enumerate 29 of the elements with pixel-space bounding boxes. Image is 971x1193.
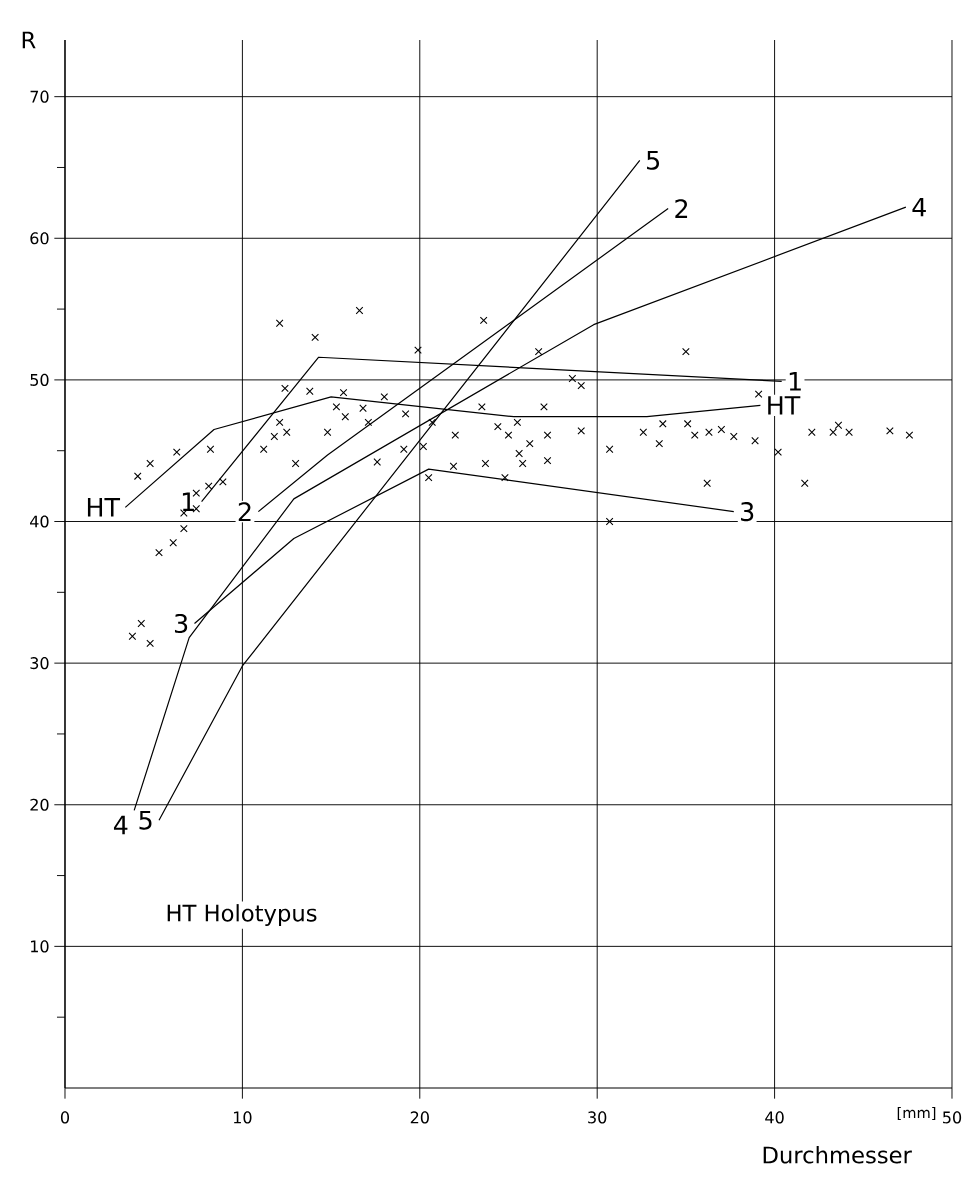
y-tick-label: 30 xyxy=(30,657,49,670)
text: [mm] xyxy=(897,1106,936,1120)
text: 2 xyxy=(238,502,251,521)
series-label: 2 xyxy=(675,199,688,218)
x-tick-label: 50 xyxy=(943,1111,962,1124)
annotation: HT Holotypus xyxy=(167,904,317,927)
y-tick-label: 40 xyxy=(30,515,49,528)
series-label: 3 xyxy=(741,502,754,522)
text: 3 xyxy=(174,613,188,634)
x-axis-title: Durchmesser xyxy=(763,1146,912,1164)
y-axis-title: R xyxy=(22,31,36,49)
x-tick-label: 0 xyxy=(60,1111,70,1124)
x-tick-label: 40 xyxy=(765,1111,784,1124)
y-tick-label: 60 xyxy=(30,232,49,245)
y-tick-label: 20 xyxy=(30,798,49,811)
y-tick-label: 70 xyxy=(30,90,49,103)
x-tick-label: 10 xyxy=(233,1111,252,1124)
y-tick-label: 10 xyxy=(31,940,49,953)
text: 1 xyxy=(789,372,801,391)
series-label: 4 xyxy=(912,197,926,217)
series-label: 1 xyxy=(182,492,194,511)
x-tick-label: 30 xyxy=(588,1111,607,1124)
text: 5 xyxy=(139,810,152,830)
y-tick-label: 50 xyxy=(30,373,49,386)
text: 4 xyxy=(113,815,128,835)
x-tick-label: 20 xyxy=(410,1111,429,1124)
text: HT xyxy=(768,396,801,415)
series-label: HT xyxy=(87,498,121,517)
series-label: 5 xyxy=(647,150,660,170)
